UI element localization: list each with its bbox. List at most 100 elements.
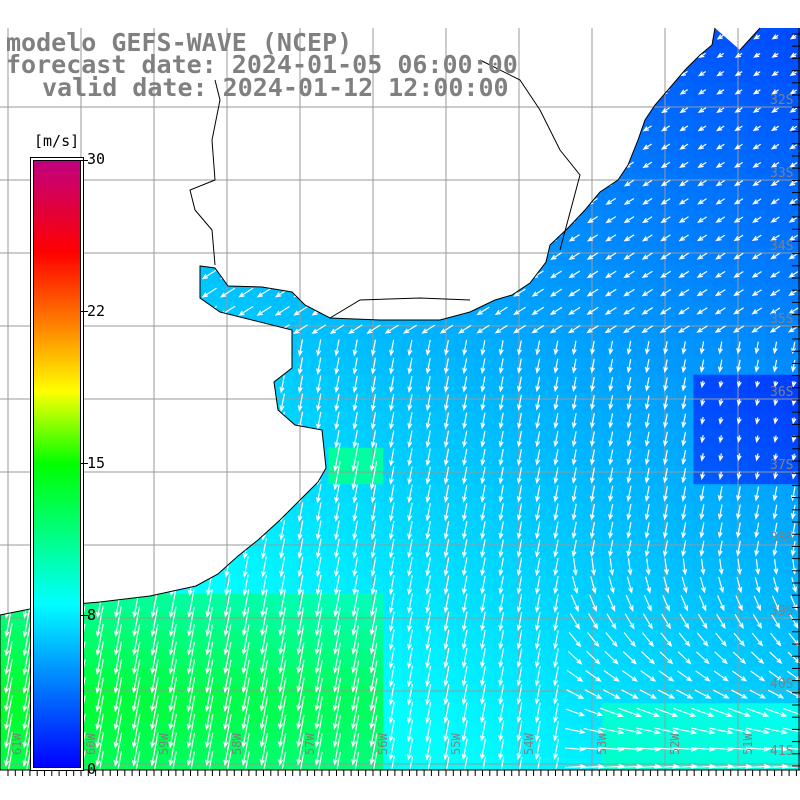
wind-arrow [642,613,653,630]
wind-arrow [513,215,526,224]
wind-arrow [316,339,322,357]
speed-cell [164,228,183,248]
speed-cell [237,338,256,357]
wind-arrow [133,483,140,505]
wind-arrow [788,180,798,187]
wind-arrow [495,161,507,169]
wind-arrow [571,431,577,448]
speed-cell [182,265,202,284]
speed-cell [273,119,293,138]
wind-arrow [626,449,632,466]
speed-cell [127,119,147,138]
wind-arrow [458,197,471,206]
speed-cell [328,192,348,211]
speed-cell [273,265,293,284]
wind-arrow [626,377,632,392]
wind-arrow [0,268,17,280]
speed-cell [273,247,293,266]
wind-arrow [498,611,505,632]
wind-arrow [114,465,121,487]
wind-arrow [4,623,13,657]
speed-cell [91,502,110,522]
wind-arrow [0,323,18,335]
wind-arrow [351,678,360,712]
wind-arrow [679,34,688,40]
wind-arrow [352,430,358,449]
wind-arrow [165,160,180,170]
wind-arrow [571,449,577,466]
wind-arrow [370,520,377,541]
wind-arrow [168,659,177,694]
wind-arrow [261,465,267,486]
speed-cell [127,539,147,558]
speed-cell [146,338,165,357]
wind-arrow [733,632,746,647]
wind-arrow [133,410,140,432]
wind-arrow [425,484,431,504]
wind-arrow [660,143,671,150]
wind-arrow [644,395,650,411]
wind-arrow [440,142,453,151]
wind-arrow [23,555,30,579]
speed-cell [419,210,439,230]
wind-arrow [513,197,526,206]
lat-label: 38S [770,531,794,546]
wind-arrow [516,666,523,687]
wind-arrow [238,305,254,316]
wind-arrow [243,338,249,357]
speed-cell [219,429,238,449]
speed-cell [456,174,475,193]
wind-arrow [691,707,715,717]
wind-arrow [732,325,745,333]
wind-arrow [769,325,781,333]
wind-arrow [608,576,615,594]
wind-arrow [279,520,286,541]
speed-cell [328,174,348,193]
wind-arrow [715,252,726,260]
wind-arrow [425,702,432,724]
wind-arrow [494,324,508,334]
wind-arrow [678,252,690,260]
wind-arrow [606,52,616,59]
speed-cell [547,155,567,175]
wind-arrow [716,613,726,630]
wind-arrow [661,52,670,59]
wind-arrow [147,196,162,207]
wind-arrow [516,593,523,613]
wind-arrow [642,125,652,132]
wind-arrow [699,576,706,594]
lat-label: 36S [770,385,794,400]
wind-arrow [109,305,127,317]
speed-cell [36,101,56,120]
wind-arrow [535,376,541,393]
wind-arrow [443,430,450,448]
speed-cell [511,82,530,102]
speed-cell [401,283,421,303]
wind-arrow [672,727,698,735]
wind-arrow [425,756,432,770]
wind-arrow [700,398,706,407]
wind-arrow [388,557,395,577]
speed-cell [346,247,366,266]
wind-arrow [755,453,760,462]
wind-arrow [243,375,249,394]
wind-arrow [461,593,468,614]
wind-arrow [660,234,671,242]
wind-arrow [782,746,800,752]
wind-arrow [168,677,178,713]
wind-arrow [663,485,668,502]
wind-arrow [495,197,508,206]
wind-arrow [715,161,725,168]
wind-arrow [480,466,486,485]
wind-arrow [443,611,450,632]
speed-cell [109,119,129,138]
wind-arrow [115,374,121,395]
wind-arrow [770,143,780,150]
speed-cell [200,155,220,175]
speed-cell [91,393,110,412]
wind-arrow [334,538,340,559]
wind-arrow [643,52,652,59]
wind-arrow [129,123,144,133]
wind-arrow [115,410,121,432]
wind-arrow [297,357,304,376]
